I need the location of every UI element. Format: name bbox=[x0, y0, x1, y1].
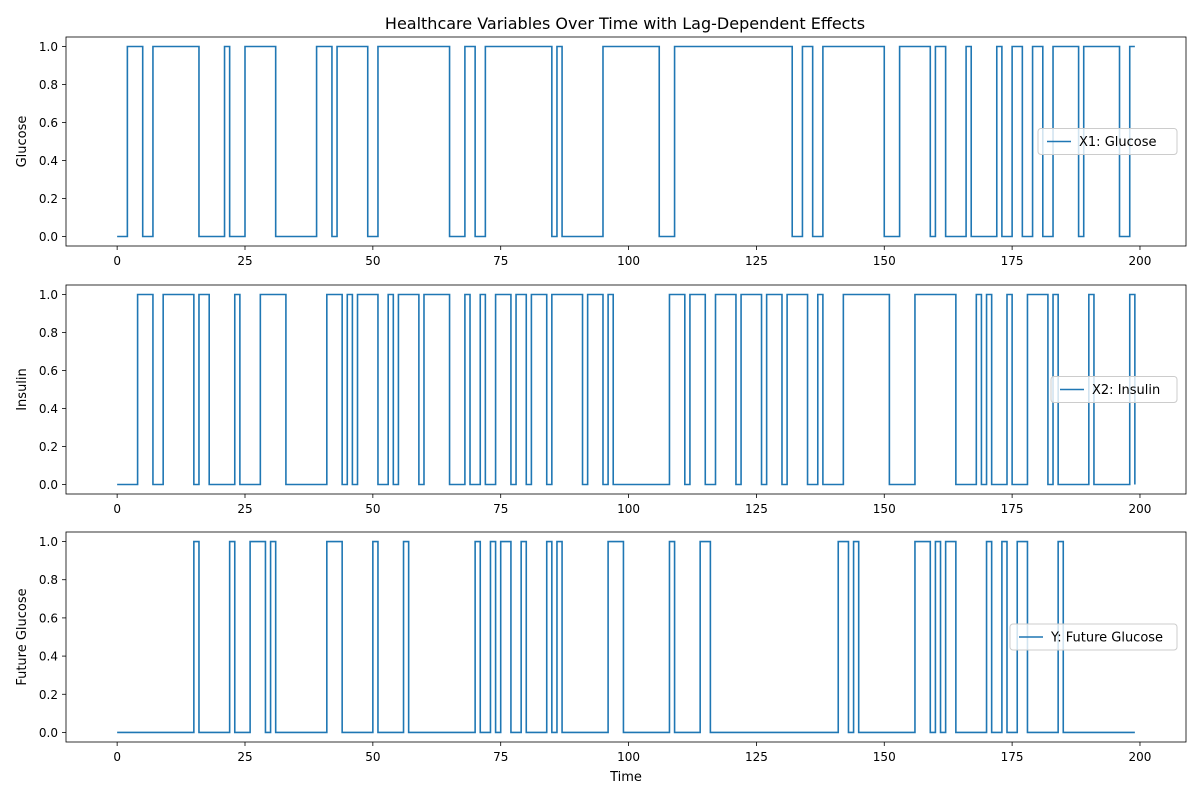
series-line-2-1 bbox=[117, 293, 1136, 486]
chart-panel-2: 0 25 50 75 100 125 150 175 200 0.0 0.2 0.4 0.6 0.8 1.0… bbox=[15, 284, 1187, 516]
x-tick-label: 0 bbox=[113, 502, 121, 516]
x-tick-label: 100 bbox=[617, 750, 640, 764]
axes-frame bbox=[65, 284, 1187, 495]
y-tick-label: 0.6 bbox=[39, 116, 58, 130]
y-tick-label: 0.0 bbox=[39, 726, 58, 740]
y-tick-label: 0.8 bbox=[39, 326, 58, 340]
x-tick-label: 0 bbox=[113, 750, 121, 764]
y-tick-label: 0.2 bbox=[39, 192, 58, 206]
x-tick-label: 50 bbox=[365, 254, 380, 268]
axes-frame bbox=[65, 531, 1187, 743]
legend-box bbox=[1009, 623, 1178, 651]
legend-box bbox=[1050, 376, 1178, 403]
x-tick-label: 200 bbox=[1129, 502, 1152, 516]
x-tick-label: 200 bbox=[1129, 254, 1152, 268]
x-tick-label: 25 bbox=[237, 254, 252, 268]
x-tick-label: 50 bbox=[365, 502, 380, 516]
y-axis-label: Future Glucose bbox=[15, 588, 30, 685]
x-axis-label: Time bbox=[609, 770, 642, 785]
y-tick-label: 0.8 bbox=[39, 573, 58, 587]
series-line-1-1 bbox=[117, 45, 1135, 238]
series-line-3-1 bbox=[117, 540, 1135, 734]
legend-box bbox=[1037, 128, 1178, 155]
x-tick-label: 100 bbox=[617, 502, 640, 516]
y-tick-label: 1.0 bbox=[39, 535, 58, 549]
x-tick-label: 150 bbox=[873, 502, 896, 516]
x-tick-label: 50 bbox=[365, 750, 380, 764]
y-tick-label: 0.4 bbox=[39, 650, 58, 664]
x-tick-label: 175 bbox=[1001, 502, 1024, 516]
x-tick-label: 125 bbox=[745, 502, 768, 516]
y-tick-label: 0.0 bbox=[39, 230, 58, 244]
y-tick-label: 0.6 bbox=[39, 364, 58, 378]
chart-panel-3: 0 25 50 75 100 125 150 175 200 0.0 0.2 0.4 0.6 0.8 1.0… bbox=[15, 531, 1187, 785]
y-tick-label: 0.2 bbox=[39, 440, 58, 454]
legend: Y: Future Glucose bbox=[1009, 623, 1178, 651]
x-tick-label: 200 bbox=[1129, 750, 1152, 764]
x-tick-label: 125 bbox=[745, 254, 768, 268]
x-tick-label: 25 bbox=[237, 750, 252, 764]
y-tick-label: 0.2 bbox=[39, 688, 58, 702]
y-tick-label: 0.6 bbox=[39, 611, 58, 625]
x-tick-label: 125 bbox=[745, 750, 768, 764]
chart-title: Healthcare Variables Over Time with Lag-… bbox=[385, 14, 865, 33]
x-tick-label: 75 bbox=[493, 502, 508, 516]
x-tick-label: 150 bbox=[873, 750, 896, 764]
x-tick-label: 75 bbox=[493, 750, 508, 764]
y-tick-label: 1.0 bbox=[39, 288, 58, 302]
legend-label: X1: Glucose bbox=[1079, 135, 1157, 150]
x-tick-label: 100 bbox=[617, 254, 640, 268]
x-tick-label: 175 bbox=[1001, 254, 1024, 268]
y-tick-label: 0.0 bbox=[39, 478, 58, 492]
x-tick-label: 150 bbox=[873, 254, 896, 268]
y-axis-label: Glucose bbox=[15, 116, 30, 168]
x-tick-label: 175 bbox=[1001, 750, 1024, 764]
x-tick-label: 75 bbox=[493, 254, 508, 268]
y-tick-label: 0.4 bbox=[39, 402, 58, 416]
x-tick-label: 25 bbox=[237, 502, 252, 516]
y-tick-label: 0.8 bbox=[39, 78, 58, 92]
legend-label: X2: Insulin bbox=[1092, 383, 1160, 398]
y-tick-label: 1.0 bbox=[39, 40, 58, 54]
y-axis-label: Insulin bbox=[15, 368, 30, 411]
legend: X2: Insulin bbox=[1050, 376, 1178, 403]
chart-panel-1: 0 25 50 75 100 125 150 175 200 0.0 0.2 0.4 0.6 0.8 1.0… bbox=[15, 36, 1187, 268]
legend-label: Y: Future Glucose bbox=[1050, 631, 1163, 646]
x-tick-label: 0 bbox=[113, 254, 121, 268]
legend: X1: Glucose bbox=[1037, 128, 1178, 155]
y-tick-label: 0.4 bbox=[39, 154, 58, 168]
axes-frame bbox=[65, 36, 1187, 247]
